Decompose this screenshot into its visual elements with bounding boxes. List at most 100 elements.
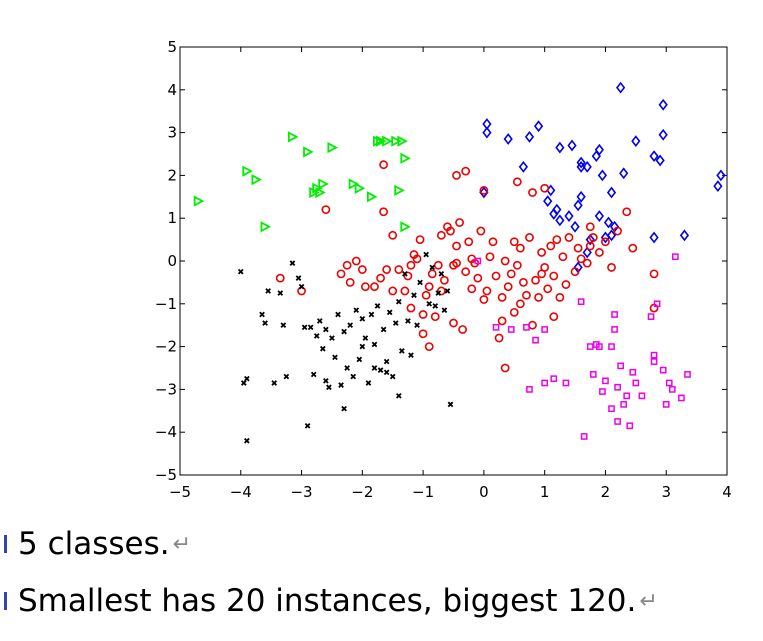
- x-point: [380, 326, 387, 333]
- x-point-stroke: [344, 365, 350, 371]
- diamond-point: [606, 229, 617, 242]
- diamond-point: [555, 214, 565, 227]
- x-point-stroke: [399, 348, 405, 354]
- circle-point: [412, 254, 422, 264]
- square-point: [562, 379, 570, 387]
- triangle-point: [193, 195, 205, 207]
- x-point-stroke: [244, 437, 250, 444]
- x-point: [389, 373, 396, 380]
- diamond-point: [570, 220, 580, 233]
- circle-point: [601, 237, 610, 247]
- x-point-stroke: [426, 300, 433, 307]
- circle-point: [436, 286, 446, 296]
- circle-point: [342, 260, 352, 270]
- diamond-point: [658, 98, 668, 111]
- diamond-point: [518, 160, 529, 173]
- x-point: [408, 352, 414, 358]
- circle-point: [433, 260, 443, 270]
- circle-point: [585, 241, 595, 251]
- square-point: [614, 418, 621, 425]
- x-point: [347, 322, 354, 329]
- circle-point: [388, 230, 398, 240]
- diamond-point: [567, 139, 577, 152]
- triangle-point: [391, 135, 402, 147]
- diamond-point: [649, 150, 659, 163]
- circle-point: [424, 342, 434, 351]
- circle-point: [525, 233, 534, 242]
- x-point: [304, 422, 311, 429]
- circle-point: [464, 237, 474, 247]
- x-point: [383, 358, 390, 365]
- x-point: [353, 307, 360, 314]
- circle-point: [427, 269, 437, 279]
- circle-point: [561, 280, 571, 289]
- x-point-stroke: [350, 373, 357, 380]
- x-point-stroke: [365, 380, 372, 386]
- circle-point: [357, 265, 367, 274]
- circle-point: [382, 265, 392, 274]
- x-point: [444, 288, 451, 294]
- x-point-stroke: [341, 328, 347, 335]
- x-point: [329, 335, 335, 341]
- x-point-stroke: [408, 352, 414, 358]
- square-point: [596, 343, 603, 350]
- square-point: [653, 300, 661, 308]
- x-point: [277, 290, 284, 296]
- x-point: [310, 371, 317, 378]
- triangle-point: [315, 186, 326, 199]
- x-point: [295, 275, 302, 281]
- x-point-stroke: [386, 309, 393, 316]
- x-point-stroke: [374, 303, 381, 309]
- x-point-stroke: [301, 324, 308, 331]
- diamond-point: [606, 186, 617, 199]
- x-point: [271, 380, 278, 386]
- x-point: [323, 326, 329, 333]
- x-tick-label: −5: [169, 483, 191, 500]
- x-point: [326, 384, 332, 391]
- x-point-stroke: [323, 378, 329, 384]
- circle-point: [506, 269, 516, 279]
- square-point: [541, 379, 549, 387]
- circle-point: [549, 271, 559, 281]
- x-point: [262, 320, 268, 326]
- diamond-point: [482, 126, 492, 139]
- x-tick-label: −1: [412, 483, 434, 500]
- x-point: [244, 437, 250, 444]
- x-point: [411, 292, 417, 299]
- diamond-point: [594, 210, 604, 222]
- triangle-point: [242, 165, 253, 177]
- square-point: [586, 343, 594, 350]
- circle-point: [512, 177, 522, 187]
- square-point: [507, 326, 515, 333]
- circle-point: [497, 292, 507, 302]
- x-point-stroke: [447, 401, 454, 408]
- diamond-point: [576, 190, 586, 203]
- x-point-stroke: [417, 279, 423, 286]
- x-point-stroke: [289, 260, 296, 266]
- x-point-stroke: [319, 345, 326, 352]
- paragraph-mark-icon: ↵: [172, 531, 192, 557]
- diamond-point: [533, 120, 544, 133]
- circle-point: [515, 243, 525, 253]
- x-point-stroke: [353, 307, 360, 314]
- circle-point: [430, 312, 440, 322]
- x-tick-label: −4: [230, 483, 252, 500]
- triangle-point: [354, 182, 366, 194]
- triangle-point: [366, 191, 378, 203]
- square-point: [589, 371, 597, 378]
- diamond-point: [585, 233, 595, 246]
- x-point: [313, 333, 320, 339]
- circle-point: [512, 260, 522, 270]
- diamond-point: [552, 203, 562, 216]
- circle-point: [543, 284, 553, 294]
- x-point-stroke: [262, 320, 268, 326]
- square-point: [580, 433, 588, 440]
- diamond-point: [713, 180, 723, 192]
- circle-point: [424, 282, 434, 292]
- circle-point: [509, 237, 519, 247]
- circle-point: [509, 307, 519, 317]
- y-tick-label: 3: [167, 124, 177, 142]
- circle-point: [549, 312, 559, 322]
- x-point: [323, 378, 329, 384]
- circle-point: [515, 299, 525, 309]
